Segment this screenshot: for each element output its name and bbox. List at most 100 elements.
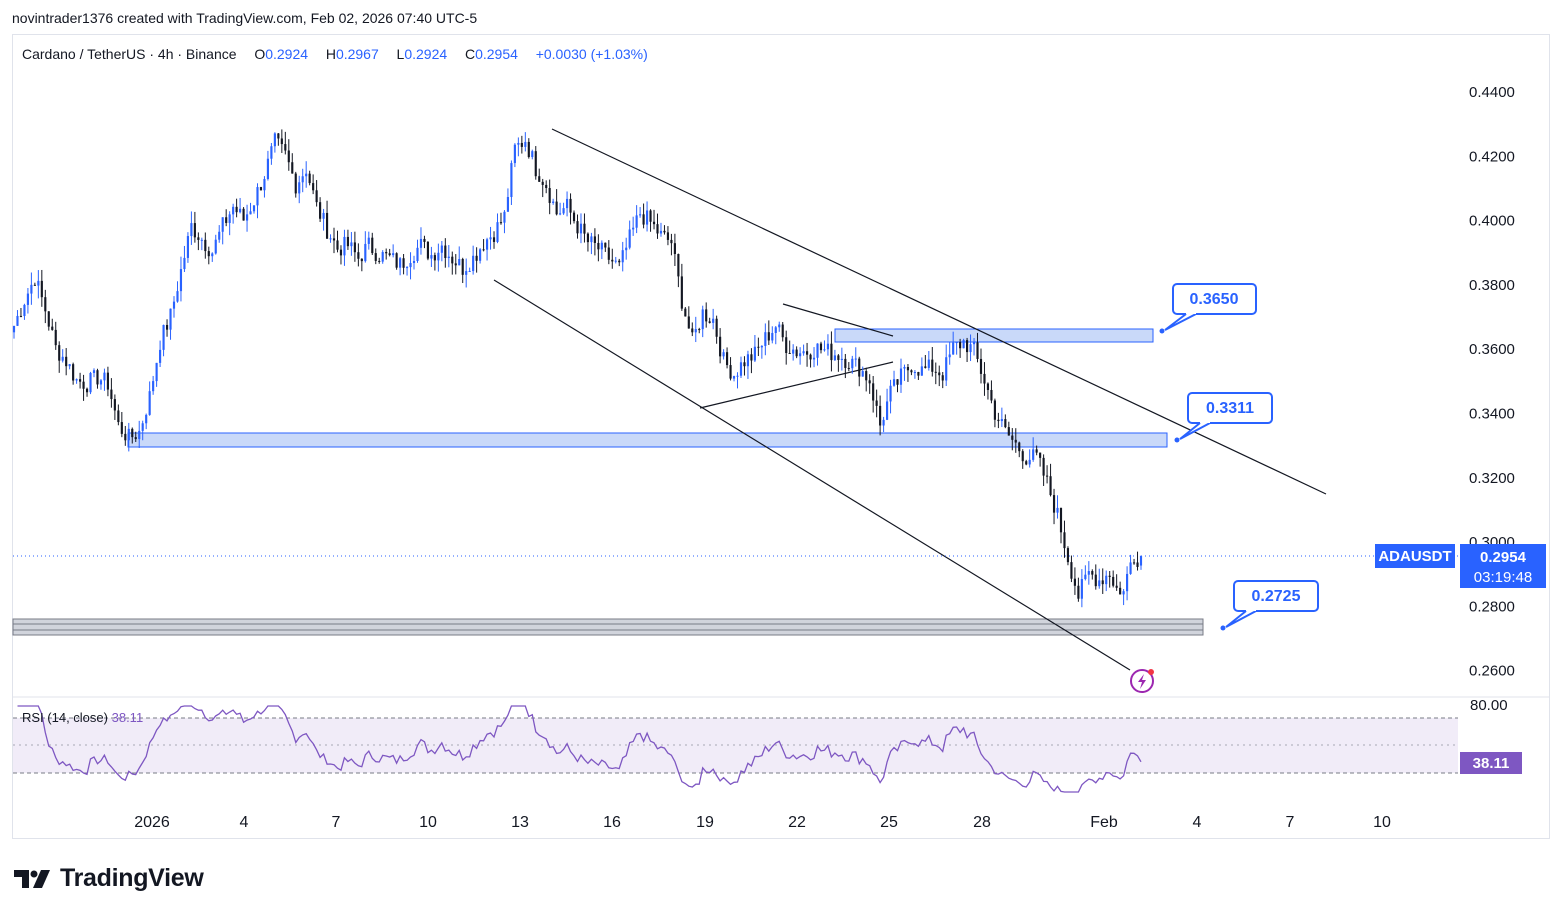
candle-down[interactable] bbox=[993, 400, 996, 420]
candle-up[interactable] bbox=[614, 260, 617, 262]
candle-up[interactable] bbox=[392, 253, 395, 256]
candle-down[interactable] bbox=[1059, 507, 1063, 533]
candle-up[interactable] bbox=[774, 327, 777, 333]
candle-up[interactable] bbox=[232, 206, 235, 215]
candle-up[interactable] bbox=[465, 271, 468, 275]
candle-up[interactable] bbox=[138, 430, 141, 440]
candle-down[interactable] bbox=[315, 190, 318, 203]
candle-up[interactable] bbox=[778, 324, 781, 328]
candle-down[interactable] bbox=[19, 315, 23, 317]
candle-down[interactable] bbox=[642, 214, 645, 225]
candle-up[interactable] bbox=[892, 379, 896, 386]
triangle-upper-line[interactable] bbox=[782, 303, 894, 337]
candle-up[interactable] bbox=[496, 222, 499, 242]
candle-up[interactable] bbox=[955, 342, 958, 344]
candle-down[interactable] bbox=[284, 144, 287, 151]
candle-down[interactable] bbox=[569, 198, 572, 213]
candle-down[interactable] bbox=[809, 354, 812, 360]
candle-down[interactable] bbox=[40, 280, 43, 298]
candle-up[interactable] bbox=[722, 352, 725, 357]
candle-up[interactable] bbox=[1032, 449, 1035, 460]
candle-down[interactable] bbox=[357, 252, 360, 259]
candle-down[interactable] bbox=[277, 133, 280, 139]
candle-down[interactable] bbox=[336, 240, 339, 250]
candle-up[interactable] bbox=[1105, 575, 1108, 585]
candle-up[interactable] bbox=[245, 214, 249, 221]
candle-up[interactable] bbox=[172, 301, 176, 309]
candle-down[interactable] bbox=[54, 329, 57, 346]
candle-up[interactable] bbox=[12, 325, 16, 333]
candle-up[interactable] bbox=[645, 210, 649, 225]
candle-up[interactable] bbox=[552, 201, 555, 203]
candle-up[interactable] bbox=[152, 381, 155, 392]
candle-up[interactable] bbox=[1087, 571, 1090, 575]
candle-up[interactable] bbox=[458, 259, 461, 266]
candle-down[interactable] bbox=[385, 252, 388, 254]
candle-down[interactable] bbox=[65, 356, 68, 367]
candle-down[interactable] bbox=[291, 162, 294, 174]
candle-down[interactable] bbox=[576, 221, 579, 234]
candle-down[interactable] bbox=[583, 223, 586, 234]
candle-up[interactable] bbox=[802, 351, 805, 354]
candle-down[interactable] bbox=[235, 206, 238, 213]
candle-up[interactable] bbox=[513, 144, 516, 164]
tradingview-logo[interactable]: TradingView bbox=[14, 864, 204, 893]
candle-down[interactable] bbox=[395, 253, 398, 268]
candle-down[interactable] bbox=[85, 388, 89, 393]
candle-up[interactable] bbox=[183, 257, 186, 270]
candle-down[interactable] bbox=[259, 187, 263, 191]
candle-down[interactable] bbox=[423, 238, 426, 242]
candle-up[interactable] bbox=[148, 391, 151, 415]
candle-down[interactable] bbox=[346, 236, 350, 247]
candle-up[interactable] bbox=[600, 242, 603, 250]
candle-up[interactable] bbox=[621, 250, 624, 263]
candle-down[interactable] bbox=[131, 428, 134, 438]
candle-down[interactable] bbox=[680, 276, 683, 309]
candle-down[interactable] bbox=[1049, 476, 1052, 496]
candle-down[interactable] bbox=[72, 364, 75, 381]
candle-up[interactable] bbox=[169, 308, 172, 330]
candle-down[interactable] bbox=[906, 367, 910, 371]
candle-down[interactable] bbox=[113, 399, 116, 411]
candle-down[interactable] bbox=[374, 253, 377, 261]
candle-up[interactable] bbox=[364, 243, 367, 262]
candle-up[interactable] bbox=[639, 214, 642, 216]
zone-03311[interactable] bbox=[127, 432, 1168, 448]
candle-down[interactable] bbox=[287, 150, 290, 163]
candle-down[interactable] bbox=[461, 259, 464, 275]
candle-down[interactable] bbox=[698, 329, 701, 331]
candle-up[interactable] bbox=[1056, 507, 1059, 513]
candle-down[interactable] bbox=[1112, 576, 1115, 586]
candle-up[interactable] bbox=[159, 349, 162, 363]
candle-up[interactable] bbox=[712, 318, 715, 323]
candle-down[interactable] bbox=[319, 202, 322, 219]
candle-up[interactable] bbox=[26, 293, 29, 305]
candle-up[interactable] bbox=[37, 280, 40, 286]
candle-down[interactable] bbox=[830, 343, 833, 361]
candle-down[interactable] bbox=[1021, 451, 1024, 462]
candle-down[interactable] bbox=[795, 349, 798, 357]
candle-down[interactable] bbox=[110, 389, 113, 400]
candle-down[interactable] bbox=[819, 343, 823, 351]
candle-up[interactable] bbox=[329, 238, 332, 240]
candle-up[interactable] bbox=[263, 179, 266, 191]
candle-up[interactable] bbox=[1000, 419, 1003, 422]
candle-down[interactable] bbox=[931, 359, 934, 372]
candle-down[interactable] bbox=[242, 208, 245, 221]
candle-down[interactable] bbox=[611, 259, 614, 262]
candle-up[interactable] bbox=[367, 237, 370, 244]
candle-down[interactable] bbox=[1070, 562, 1073, 579]
candle-up[interactable] bbox=[301, 176, 304, 183]
candle-down[interactable] bbox=[986, 383, 990, 390]
rsi-legend[interactable]: RSI (14, close) 38.11 bbox=[22, 710, 143, 725]
candle-up[interactable] bbox=[1126, 573, 1129, 592]
candle-up[interactable] bbox=[1084, 574, 1087, 580]
candle-down[interactable] bbox=[1004, 419, 1007, 428]
candle-down[interactable] bbox=[371, 237, 374, 254]
candle-down[interactable] bbox=[757, 346, 760, 348]
candle-down[interactable] bbox=[743, 362, 746, 367]
candle-down[interactable] bbox=[604, 242, 607, 248]
candle-down[interactable] bbox=[979, 358, 983, 374]
candle-up[interactable] bbox=[732, 376, 736, 379]
candle-up[interactable] bbox=[579, 223, 583, 234]
